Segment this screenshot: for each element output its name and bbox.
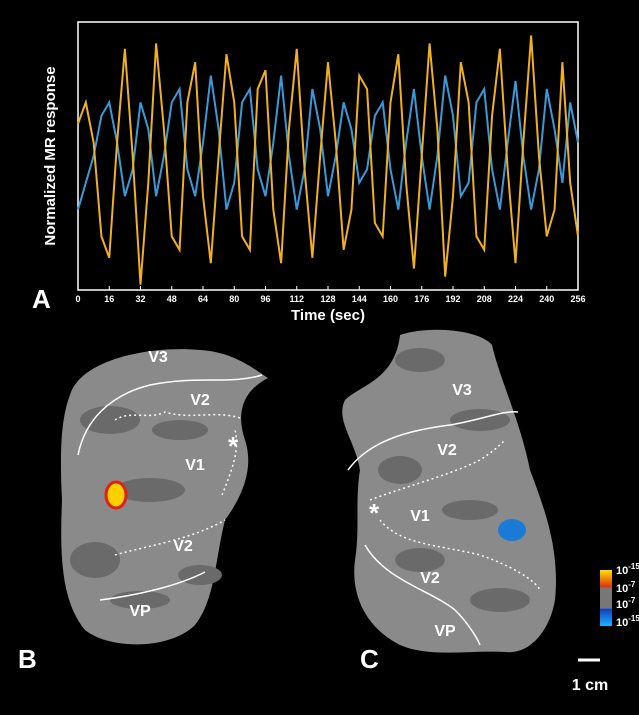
area-label: V2 bbox=[437, 442, 457, 459]
panel-label: A bbox=[32, 284, 51, 314]
x-tick-label: 160 bbox=[383, 294, 398, 304]
x-tick-label: 64 bbox=[198, 294, 208, 304]
colorbar-base: 10 bbox=[616, 583, 628, 595]
x-tick-label: 96 bbox=[260, 294, 270, 304]
x-tick-label: 128 bbox=[320, 294, 335, 304]
area-label: * bbox=[369, 498, 380, 528]
data-line bbox=[77, 35, 579, 285]
colorbar-label: 10-15 bbox=[616, 614, 639, 629]
x-tick-label: 16 bbox=[104, 294, 114, 304]
area-label: * bbox=[228, 431, 239, 461]
area-label: VP bbox=[434, 623, 456, 640]
colorbar-label: 10-7 bbox=[616, 596, 636, 611]
x-tick-label: 32 bbox=[135, 294, 145, 304]
x-tick-label: 48 bbox=[167, 294, 177, 304]
x-tick-label: 176 bbox=[414, 294, 429, 304]
area-label: V1 bbox=[410, 508, 430, 525]
area-label: V3 bbox=[148, 349, 168, 366]
x-tick-label: 224 bbox=[508, 294, 523, 304]
x-tick-label: 112 bbox=[289, 294, 304, 304]
x-tick-label: 208 bbox=[477, 294, 492, 304]
x-tick-label: 0 bbox=[75, 294, 80, 304]
colorbar-base: 10 bbox=[616, 617, 628, 629]
colorbar-exponent: -7 bbox=[628, 596, 636, 605]
colorbar-label: 10-15 bbox=[616, 562, 639, 577]
data-line bbox=[77, 75, 579, 210]
map-b bbox=[60, 349, 269, 645]
map-c bbox=[342, 329, 556, 653]
area-label: V2 bbox=[173, 538, 193, 555]
x-tick-label: 80 bbox=[229, 294, 239, 304]
x-tick-label: 144 bbox=[352, 294, 367, 304]
x-tick-label: 192 bbox=[445, 294, 460, 304]
area-label: V3 bbox=[452, 382, 472, 399]
colorbar bbox=[600, 570, 612, 626]
area-label: V2 bbox=[190, 392, 210, 409]
colorbar-base: 10 bbox=[616, 565, 628, 577]
x-tick-label: 240 bbox=[539, 294, 554, 304]
area-label: VP bbox=[129, 603, 151, 620]
colorbar-exponent: -15 bbox=[628, 614, 639, 623]
area-label: V1 bbox=[185, 457, 205, 474]
colorbar-base: 10 bbox=[616, 599, 628, 611]
colorbar-exponent: -7 bbox=[628, 580, 636, 589]
panel-label: C bbox=[360, 644, 379, 674]
area-label: V2 bbox=[420, 570, 440, 587]
x-tick-label: 256 bbox=[570, 294, 585, 304]
colorbar-label: 10-7 bbox=[616, 580, 636, 595]
colorbar-exponent: -15 bbox=[628, 562, 639, 571]
y-axis-title: Normalized MR response bbox=[42, 66, 59, 245]
scale-bar-label: 1 cm bbox=[572, 677, 608, 694]
panel-label: B bbox=[18, 644, 37, 674]
x-axis-title: Time (sec) bbox=[291, 307, 365, 324]
